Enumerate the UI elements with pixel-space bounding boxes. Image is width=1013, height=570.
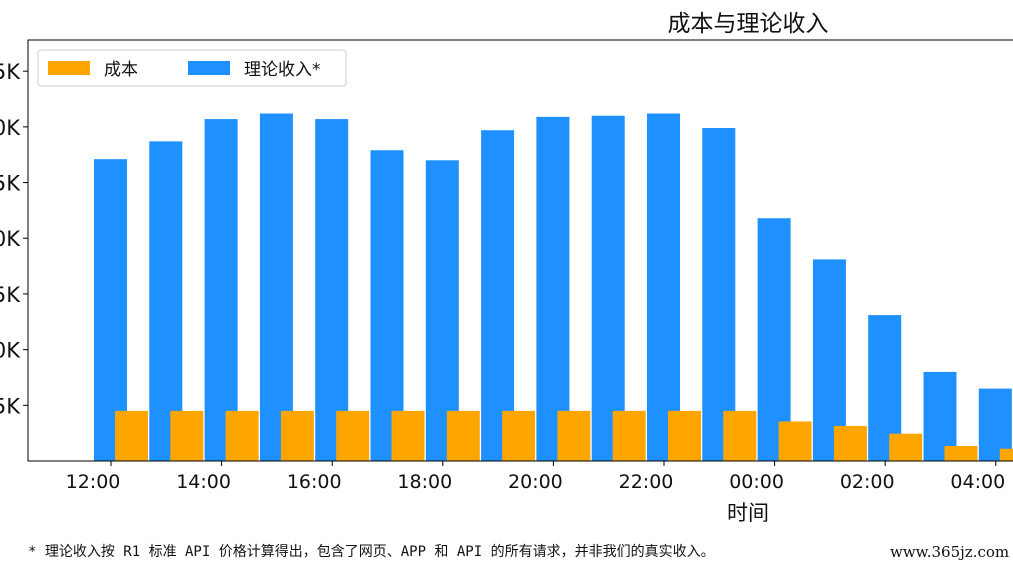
footnote: * 理论收入按 R1 标准 API 价格计算得出，包含了网页、APP 和 API… [28,544,715,560]
bar-cost [336,410,370,461]
bar-revenue [259,113,293,461]
bar-cost [668,410,701,461]
bar-cost [446,410,480,461]
y-axis: 5K 10K 15K 20K 25K 30K 35K [0,60,28,418]
x-tick-label: 22:00 [619,471,674,493]
legend-label-revenue: 理论收入* [244,60,321,80]
legend-swatch-revenue [188,61,230,75]
x-tick-label: 12:00 [66,471,121,493]
legend: 成本 理论收入* [37,49,347,87]
bar-revenue [149,141,183,461]
watermark: www.365jz.com [884,541,1013,563]
bar-cost [944,445,978,461]
bar-cost [225,410,259,461]
x-tick-label: 14:00 [176,471,231,493]
bar-cost [170,410,204,461]
y-tick-label: 35K [0,60,21,84]
y-tick-label: 15K [0,283,21,307]
bar-revenue [591,115,625,462]
bar-revenue [204,119,238,461]
y-tick-label: 10K [0,339,21,363]
x-tick-label: 04:00 [950,471,1005,493]
bar-cost [612,410,646,461]
legend-swatch-cost [48,61,90,75]
y-tick-label: 25K [0,172,21,196]
bar-cost [557,410,591,461]
y-tick-label: 5K [0,394,21,418]
bar-cost [280,410,314,461]
bars-group [94,113,1013,462]
plot-frame [27,39,1013,462]
x-tick-label: 20:00 [508,471,563,493]
bar-revenue [647,113,680,461]
bar-revenue [481,130,515,461]
bar-cost [999,448,1013,461]
y-tick-label: 30K [0,116,21,140]
x-axis: 12:00 14:00 16:00 18:00 20:00 22:00 00:00 02:00… [66,461,1005,493]
bar-revenue [536,116,570,461]
bar-revenue [757,218,791,461]
bar-revenue [94,159,127,462]
y-tick-label: 20K [0,227,21,251]
bar-revenue [370,150,404,461]
x-tick-label: 02:00 [840,471,895,493]
bar-revenue [702,127,736,462]
bar-revenue [315,119,349,461]
x-tick-label: 16:00 [287,471,342,493]
bar-cost [723,410,757,461]
bar-cost [778,421,812,461]
x-tick-label: 00:00 [729,471,784,493]
bar-cost [391,410,425,461]
chart-title: 成本与理论收入 [668,11,829,37]
bar-cost [833,425,867,461]
legend-label-cost: 成本 [104,60,138,80]
x-axis-label: 时间 [727,501,769,525]
x-tick-label: 18:00 [397,471,452,493]
bar-cost [502,410,536,461]
bar-cost [115,410,148,461]
bar-cost [889,433,923,461]
